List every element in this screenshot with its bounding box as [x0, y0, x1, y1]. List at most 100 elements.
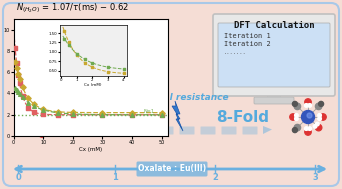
- Point: [159, 113, 165, 116]
- Polygon shape: [172, 101, 183, 131]
- Circle shape: [52, 118, 55, 121]
- Circle shape: [38, 106, 41, 109]
- Circle shape: [294, 117, 298, 120]
- Point: [15, 91, 21, 94]
- Point: [62, 37, 67, 40]
- Point: [17, 92, 22, 95]
- Point: [55, 113, 61, 116]
- Circle shape: [294, 114, 298, 117]
- Point: [17, 78, 22, 81]
- Point: [105, 70, 111, 73]
- Polygon shape: [263, 126, 272, 134]
- FancyBboxPatch shape: [267, 91, 280, 101]
- Circle shape: [24, 118, 30, 125]
- Text: 3: 3: [312, 174, 318, 183]
- Circle shape: [26, 108, 32, 115]
- Circle shape: [294, 124, 301, 131]
- Circle shape: [35, 107, 38, 111]
- Y-axis label: $N_{H_2O}$: $N_{H_2O}$: [0, 71, 2, 84]
- Text: 0: 0: [15, 174, 21, 183]
- Point: [20, 96, 25, 99]
- Point: [41, 108, 46, 111]
- Point: [66, 44, 72, 47]
- Point: [129, 111, 135, 114]
- Circle shape: [43, 106, 46, 109]
- Point: [159, 111, 165, 114]
- Text: DFT Calculation: DFT Calculation: [234, 20, 314, 29]
- Circle shape: [39, 129, 42, 132]
- Circle shape: [318, 114, 321, 117]
- Text: 9-Fold: 9-Fold: [83, 109, 136, 125]
- Circle shape: [292, 128, 298, 132]
- Circle shape: [315, 103, 322, 110]
- Point: [70, 111, 76, 114]
- Point: [82, 61, 87, 64]
- Point: [62, 30, 67, 33]
- Circle shape: [42, 129, 45, 132]
- Circle shape: [290, 114, 296, 120]
- Circle shape: [304, 104, 308, 107]
- Point: [129, 113, 135, 116]
- FancyBboxPatch shape: [200, 126, 215, 135]
- Circle shape: [36, 112, 49, 125]
- Circle shape: [294, 103, 301, 110]
- FancyBboxPatch shape: [158, 126, 173, 135]
- Text: Iteration 2: Iteration 2: [224, 41, 271, 47]
- Point: [20, 94, 25, 97]
- Point: [17, 82, 22, 85]
- Circle shape: [318, 117, 321, 120]
- Text: Spatial resistance: Spatial resistance: [137, 92, 229, 101]
- Text: Oxalate : Eu(III): Oxalate : Eu(III): [138, 164, 206, 174]
- Point: [26, 106, 31, 109]
- Point: [15, 73, 21, 76]
- Circle shape: [29, 121, 33, 124]
- FancyBboxPatch shape: [95, 126, 110, 135]
- Circle shape: [313, 125, 317, 128]
- FancyBboxPatch shape: [254, 97, 294, 104]
- Text: 1: 1: [112, 174, 118, 183]
- Point: [121, 67, 126, 70]
- Text: Iteration 1: Iteration 1: [224, 33, 271, 39]
- Circle shape: [307, 113, 312, 118]
- Point: [90, 66, 95, 69]
- Circle shape: [28, 118, 32, 121]
- Point: [26, 101, 31, 104]
- Point: [74, 53, 80, 57]
- Point: [12, 47, 18, 50]
- Point: [55, 111, 61, 114]
- FancyBboxPatch shape: [75, 126, 90, 135]
- Circle shape: [31, 110, 35, 114]
- FancyBboxPatch shape: [242, 126, 258, 135]
- Point: [105, 66, 111, 69]
- FancyBboxPatch shape: [218, 23, 330, 87]
- Point: [41, 108, 46, 111]
- X-axis label: Cx (mM): Cx (mM): [84, 83, 102, 87]
- Point: [55, 110, 61, 113]
- FancyBboxPatch shape: [222, 126, 237, 135]
- Point: [66, 41, 72, 44]
- Circle shape: [308, 127, 312, 130]
- Circle shape: [47, 127, 50, 131]
- Point: [70, 112, 76, 115]
- Point: [129, 113, 135, 116]
- FancyBboxPatch shape: [136, 161, 208, 177]
- Circle shape: [29, 127, 36, 134]
- Circle shape: [46, 107, 49, 111]
- Point: [100, 113, 105, 116]
- Point: [121, 72, 126, 75]
- Point: [100, 111, 105, 114]
- Point: [12, 86, 18, 89]
- Circle shape: [319, 101, 324, 106]
- Circle shape: [54, 118, 60, 125]
- Point: [12, 60, 18, 63]
- Point: [32, 111, 37, 114]
- Circle shape: [305, 99, 311, 105]
- Circle shape: [44, 102, 50, 108]
- Point: [15, 73, 21, 76]
- Circle shape: [31, 125, 35, 129]
- Circle shape: [52, 108, 58, 115]
- Circle shape: [34, 127, 38, 131]
- Circle shape: [302, 111, 315, 123]
- Circle shape: [292, 101, 298, 106]
- Circle shape: [34, 102, 40, 108]
